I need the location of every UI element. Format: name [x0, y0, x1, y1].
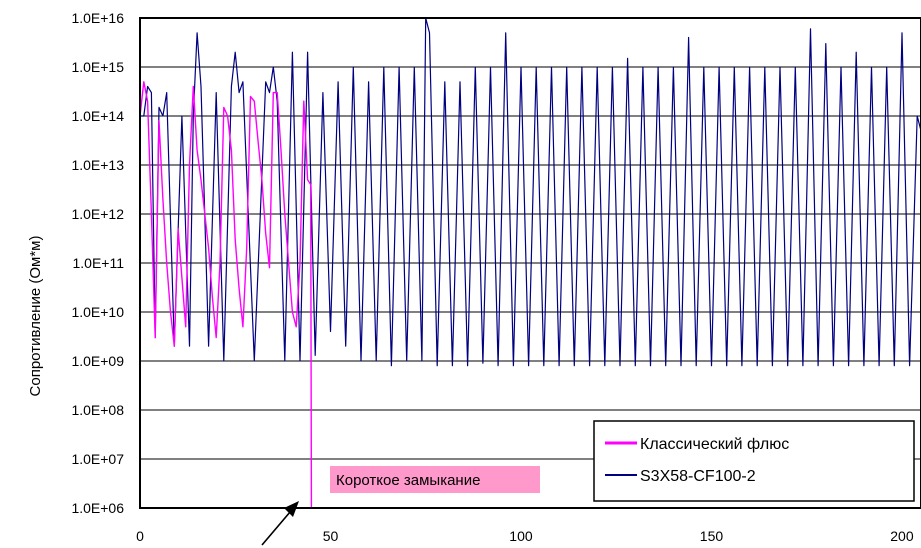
- y-tick-label: 1.0E+15: [71, 59, 124, 75]
- y-axis-label: Сопротивление (Ом*м): [27, 236, 44, 397]
- legend-box: [593, 420, 915, 502]
- x-tick-label: 200: [890, 528, 914, 544]
- y-tick-label: 1.0E+07: [71, 451, 124, 467]
- legend-label-classic-flux: Классический флюс: [640, 436, 789, 453]
- y-tick-labels: 1.0E+06 1.0E+07 1.0E+08 1.0E+09 1.0E+10 1.0E+…: [71, 10, 124, 516]
- annotation-text: Короткое замыкание: [336, 472, 480, 489]
- y-tick-label: 1.0E+11: [72, 255, 124, 271]
- series-line-s3x58: [140, 17, 921, 367]
- y-tick-label: 1.0E+16: [71, 10, 124, 26]
- annotation-arrow: [261, 501, 299, 546]
- y-tick-label: 1.0E+10: [71, 304, 124, 320]
- series-line-classic-flux: [139, 81, 313, 509]
- legend: Классический флюс S3X58-CF100-2: [593, 420, 915, 502]
- legend-label-s3x58: S3X58-CF100-2: [640, 468, 756, 485]
- series-group: [139, 17, 921, 509]
- y-tick-label: 1.0E+09: [71, 353, 124, 369]
- x-tick-label: 50: [323, 528, 339, 544]
- x-tick-label: 150: [700, 528, 724, 544]
- arrow-head: [284, 501, 299, 517]
- x-tick-label: 100: [509, 528, 533, 544]
- annotation-background: [330, 466, 540, 493]
- y-tick-label: 1.0E+12: [71, 206, 124, 222]
- y-tick-label: 1.0E+06: [71, 500, 124, 516]
- y-tick-label: 1.0E+14: [71, 108, 124, 124]
- y-tick-label: 1.0E+08: [71, 402, 124, 418]
- short-circuit-annotation: Короткое замыкание: [330, 466, 540, 493]
- y-tick-label: 1.0E+13: [71, 157, 124, 173]
- x-tick-labels: 0 50 100 150 200: [136, 528, 914, 544]
- x-tick-label: 0: [136, 528, 144, 544]
- plot-area-border: [139, 17, 921, 509]
